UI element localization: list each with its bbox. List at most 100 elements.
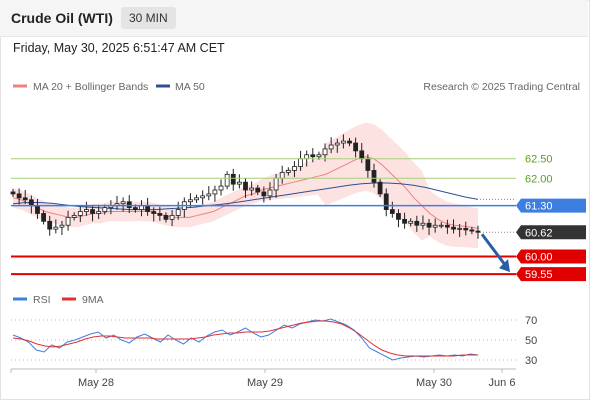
candle-body [28, 199, 34, 207]
candle-body [414, 220, 420, 226]
ma50-legend-label: MA 50 [175, 81, 205, 93]
support-label: 60.00 [525, 252, 553, 264]
candle-body [35, 205, 40, 214]
candle-body [383, 193, 389, 210]
candle-body [65, 216, 71, 226]
credit-label: Research © 2025 Trading Central [423, 81, 580, 93]
candle-body [426, 222, 432, 228]
support-label-tag: 60.00 [516, 249, 586, 264]
pivot-label-bg [516, 198, 586, 213]
candle-body [77, 211, 83, 216]
forecast-arrow-shaft [480, 233, 508, 268]
candle-body [432, 224, 438, 228]
candle-body [206, 193, 212, 197]
candle-body [445, 224, 450, 228]
candle-body [151, 211, 157, 214]
candle-body [255, 187, 261, 193]
rsi-tick-label: 70 [525, 315, 537, 327]
candle-body [218, 185, 224, 191]
candle-body [16, 193, 22, 199]
candle-body [47, 220, 53, 230]
candle-body [279, 171, 285, 179]
candle-body [41, 213, 46, 222]
candle-body [230, 173, 236, 185]
candle-body [298, 158, 303, 167]
resistance-label: 62.00 [525, 173, 553, 185]
pivot-label: 61.30 [525, 201, 553, 213]
candle-body [84, 209, 89, 212]
rsi-tick-label: 30 [525, 355, 537, 367]
ma20-legend-label: MA 20 + Bollinger Bands [33, 81, 148, 93]
support-label-bg [516, 249, 586, 264]
rsi-line [12, 318, 479, 361]
header-bar: Crude Oil (WTI) 30 MIN [0, 0, 588, 37]
instrument-title: Crude Oil (WTI) [11, 10, 113, 26]
candle-body [102, 207, 108, 212]
candle-body [132, 207, 138, 210]
candle-body [261, 191, 267, 197]
rsi-tick-label: 50 [525, 335, 537, 347]
x-axis: May 28 May 29 May 30 Jun 6 [10, 369, 516, 389]
candle-body [389, 209, 395, 214]
timeframe-button[interactable]: 30 MIN [121, 7, 176, 29]
candle-body [212, 189, 218, 195]
candle-body [126, 201, 132, 209]
support-label: 59.55 [525, 269, 553, 281]
candle-body [408, 220, 414, 224]
last-label: 60.62 [525, 227, 553, 239]
candle-body [328, 144, 334, 150]
candle-body [145, 205, 151, 212]
candle-body [53, 226, 59, 230]
candle-body [457, 227, 463, 230]
candle-body [273, 177, 279, 191]
candle-body [322, 148, 328, 156]
candle-body [285, 170, 291, 173]
rsi-ma-line [12, 320, 478, 357]
last-label-bg [516, 225, 586, 240]
last-label-tag: 60.62 [516, 225, 586, 240]
candle-body [451, 226, 456, 230]
support-label-bg [516, 267, 586, 282]
candle-body [163, 215, 169, 220]
candle-body [90, 209, 95, 214]
x-tick-label: May 28 [78, 377, 114, 389]
support-label-tag: 59.55 [516, 267, 586, 282]
candle-body [175, 209, 181, 216]
candle-body [267, 189, 273, 197]
candle-body [194, 197, 199, 201]
candle-body [59, 224, 65, 228]
levels-layer: 62.50 62.00 61.30 60.62 60.00 59.55 [11, 154, 586, 282]
candle-body [10, 191, 16, 195]
candle-body [249, 187, 255, 191]
ma50-line [12, 182, 479, 211]
candle-body [71, 215, 77, 218]
candle-body [402, 218, 407, 224]
candle-body [236, 181, 242, 185]
forecast-arrow-head [499, 259, 510, 273]
candle-body [304, 154, 310, 160]
chart-datetime: Friday, May 30, 2025 6:51:47 AM CET [13, 41, 225, 55]
pivot-label-tag: 61.30 [516, 198, 586, 213]
candle-body [469, 229, 475, 232]
candle-body [224, 173, 230, 187]
x-tick-label: May 30 [416, 377, 452, 389]
rsi-layer: 70 50 30 [11, 315, 537, 367]
candle-body [292, 166, 297, 171]
candle-body [371, 170, 377, 183]
candle-body [188, 199, 193, 203]
candle-body [347, 140, 352, 144]
rsi-legend-label: RSI [33, 294, 51, 306]
candle-body [200, 195, 206, 199]
resistance-label: 62.50 [525, 154, 553, 166]
candle-body [22, 197, 28, 201]
candle-body [420, 222, 426, 226]
x-tick-label: May 29 [247, 377, 283, 389]
x-tick-label: Jun 6 [489, 377, 516, 389]
candle-body [316, 154, 322, 158]
candle-body [340, 140, 346, 144]
candle-body [243, 181, 248, 191]
candle-body [353, 142, 359, 152]
candle-body [396, 213, 401, 220]
candle-body [463, 227, 469, 231]
